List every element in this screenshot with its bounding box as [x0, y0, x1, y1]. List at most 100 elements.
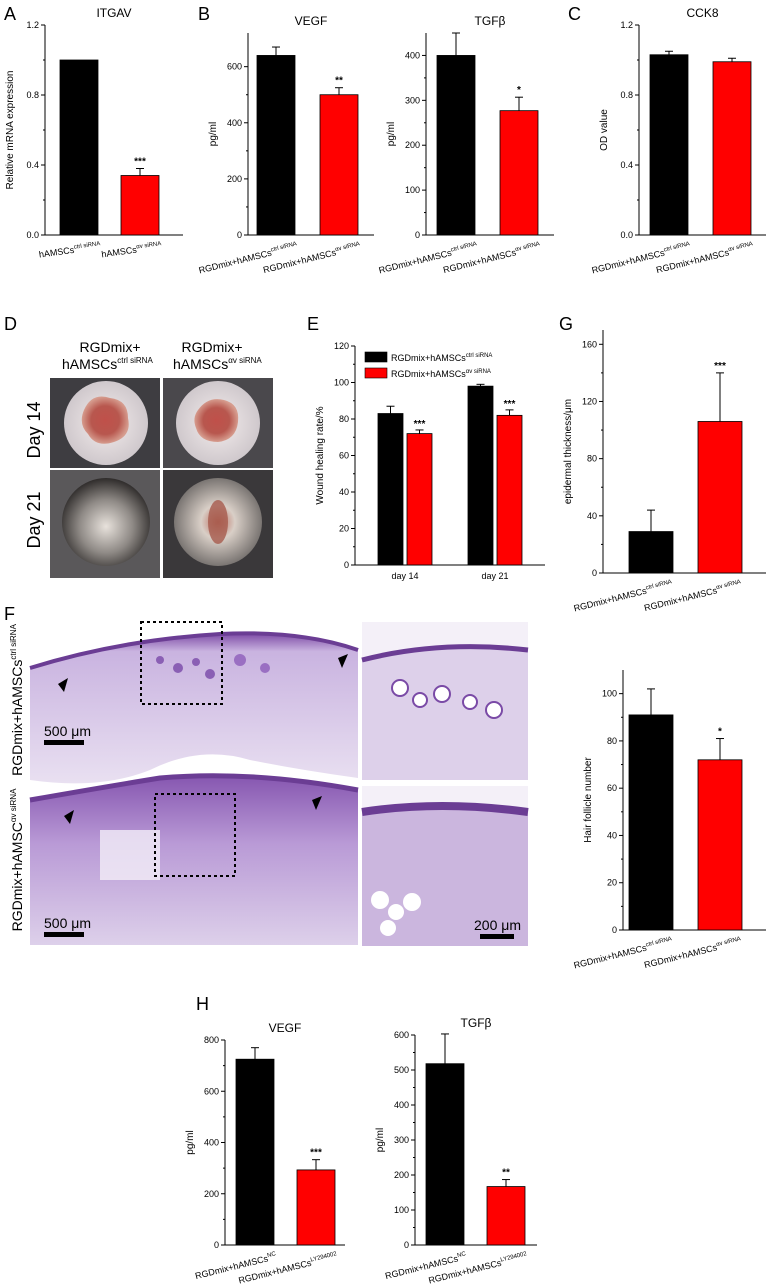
y-axis-label: Relative mRNA expression	[5, 71, 16, 190]
photo-col-header-1-line2: hAMSCsctrl siRNA	[62, 356, 153, 372]
y-tick-label: 800	[204, 1035, 219, 1045]
bar	[319, 94, 359, 236]
y-tick-label: 1.2	[620, 20, 633, 30]
legend-swatch	[364, 367, 388, 379]
bar	[628, 714, 674, 931]
panel-label-e: E	[307, 314, 319, 334]
chart-title: CCK8	[686, 6, 718, 20]
y-tick-label: 600	[204, 1086, 219, 1096]
y-tick-label: 0	[592, 568, 597, 578]
significance-mark: *	[718, 727, 722, 738]
y-tick-label: 0	[237, 230, 242, 240]
significance-mark: ***	[504, 399, 516, 410]
y-tick-label: 160	[582, 339, 597, 349]
bar	[496, 414, 523, 566]
x-category-label: hAMSCsαv siRNA	[101, 241, 162, 259]
y-tick-label: 500	[394, 1065, 409, 1075]
y-axis-label: OD value	[599, 109, 610, 151]
chart-wound-healing: 0 20 40 60 80 100 120 Wound healing rate/% *** **…	[315, 341, 545, 581]
y-tick-label: 600	[227, 62, 242, 72]
histology-overview-av: 500 μm	[29, 773, 359, 945]
photo-col-header-2-line2: hAMSCsαv siRNA	[173, 356, 262, 372]
y-axis-label: Wound healing rate/%	[315, 406, 326, 504]
y-axis-label: Hair follicle number	[583, 757, 594, 843]
bar	[649, 54, 689, 236]
significance-mark: **	[335, 76, 343, 87]
scale-bar-label-2: 500 μm	[44, 915, 91, 931]
panel-label-h: H	[196, 994, 209, 1014]
histology-zoom-av: 200 μm	[361, 786, 529, 946]
chart-title: TGFβ	[475, 14, 506, 28]
histology-zoom-ctrl	[361, 622, 529, 780]
x-category-label: day 21	[481, 571, 508, 581]
significance-mark: ***	[714, 361, 726, 372]
y-tick-label: 300	[405, 95, 420, 105]
chart-title: TGFβ	[461, 1016, 492, 1030]
y-tick-label: 0	[404, 1240, 409, 1250]
chart-tgfb-b: 0100200300400TGFβpg/mlRGDmix+hAMSCsctrl …	[378, 14, 554, 275]
bar	[377, 413, 404, 566]
y-tick-label: 120	[582, 396, 597, 406]
y-tick-label: 300	[394, 1135, 409, 1145]
y-tick-label: 40	[587, 511, 597, 521]
y-tick-label: 60	[607, 783, 617, 793]
panel-label-g: G	[559, 314, 573, 334]
bar	[425, 1063, 465, 1246]
histology-overview-ctrl: 500 μm	[29, 621, 359, 784]
y-tick-label: 0.8	[26, 90, 39, 100]
y-axis-label: pg/ml	[185, 1130, 196, 1154]
legend-label: RGDmix+hAMSCsctrl siRNA	[391, 353, 492, 363]
y-tick-label: 0	[612, 925, 617, 935]
significance-mark: *	[517, 85, 521, 96]
y-tick-label: 600	[394, 1030, 409, 1040]
photo-row-label-day21: Day 21	[24, 491, 44, 548]
chart-itgav: 0.0 0.4 0.8 1.2 ITGAV Relative mRNA expressio…	[5, 6, 183, 260]
y-axis-label: pg/ml	[375, 1128, 386, 1152]
x-category-label: hAMSCsctrl siRNA	[38, 241, 101, 260]
significance-mark: **	[502, 1168, 510, 1179]
bar	[499, 110, 539, 236]
y-tick-label: 200	[394, 1170, 409, 1180]
legend-label: RGDmix+hAMSCsαv siRNA	[391, 369, 491, 379]
histology-row-label-ctrl: RGDmix+hAMSCsctrl siRNA	[9, 623, 25, 776]
y-axis-label: pg/ml	[386, 122, 397, 146]
y-tick-label: 20	[339, 524, 349, 534]
y-tick-label: 1.2	[26, 20, 39, 30]
chart-title: VEGF	[269, 1021, 302, 1035]
y-tick-label: 100	[394, 1205, 409, 1215]
legend-swatch	[364, 351, 388, 363]
y-tick-label: 0.0	[26, 230, 39, 240]
y-tick-label: 400	[227, 118, 242, 128]
significance-mark: ***	[310, 1148, 322, 1159]
bar	[712, 61, 752, 236]
x-category-label: day 14	[391, 571, 418, 581]
y-tick-label: 20	[607, 878, 617, 888]
photo-col-header-1-line1: RGDmix+	[79, 339, 140, 355]
y-tick-label: 400	[394, 1100, 409, 1110]
y-tick-label: 0	[415, 230, 420, 240]
panel-label-a: A	[4, 4, 16, 24]
y-tick-label: 0	[214, 1240, 219, 1250]
bar	[120, 175, 160, 236]
y-tick-label: 400	[405, 50, 420, 60]
chart-vegf-h: 0200400600800VEGFpg/mlRGDmix+hAMSCsNC***…	[185, 1021, 345, 1285]
y-tick-label: 400	[204, 1138, 219, 1148]
panel-d-photos: RGDmix+ hAMSCsctrl siRNA RGDmix+ hAMSCsα…	[24, 339, 273, 578]
bar	[436, 55, 476, 236]
histology-row-label-av: RGDmix+hAMSCαv siRNA	[9, 788, 25, 931]
y-tick-label: 0.0	[620, 230, 633, 240]
y-tick-label: 0.4	[620, 160, 633, 170]
y-tick-label: 0	[344, 560, 349, 570]
y-tick-label: 100	[405, 185, 420, 195]
y-tick-label: 100	[602, 689, 617, 699]
chart-title: ITGAV	[96, 6, 131, 20]
significance-mark: ***	[414, 419, 426, 430]
chart-tgfb-h: 0100200300400500600TGFβpg/mlRGDmix+hAMSC…	[375, 1016, 537, 1285]
significance-mark: ***	[134, 157, 146, 168]
y-tick-label: 100	[334, 378, 349, 388]
y-tick-label: 0.4	[26, 160, 39, 170]
bar	[59, 59, 99, 236]
